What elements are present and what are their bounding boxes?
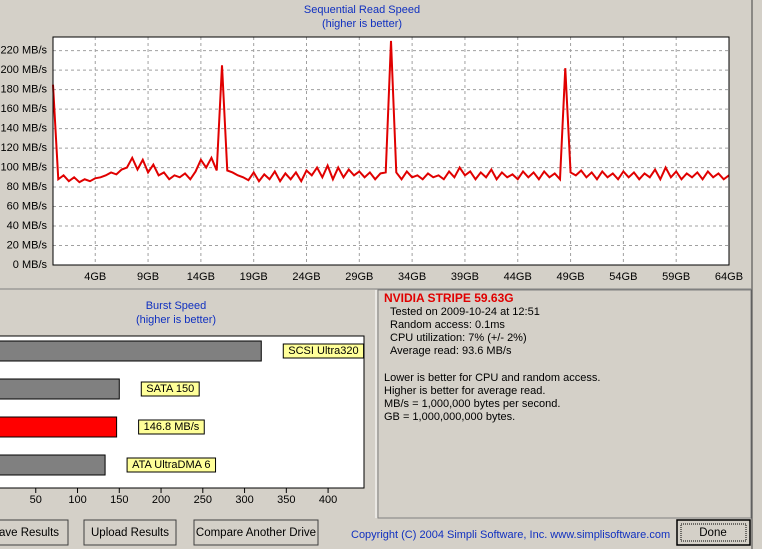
x-tick-label: 44GB	[504, 271, 532, 283]
focus-rect[interactable]	[680, 523, 747, 542]
note-line: GB = 1,000,000,000 bytes.	[384, 411, 515, 423]
y-tick-label: 120 MB/s	[1, 142, 48, 154]
note-line: Higher is better for average read.	[384, 385, 545, 397]
plot-frame	[52, 36, 730, 266]
x-tick-label: 19GB	[240, 271, 268, 283]
y-tick-label: 60 MB/s	[7, 200, 48, 212]
copyright: Copyright (C) 2004 Simpli Software, Inc.…	[351, 529, 670, 541]
y-tick-label: 220 MB/s	[1, 45, 48, 57]
x-tick-label: 350	[277, 494, 295, 506]
button-label[interactable]: Upload Results	[91, 527, 169, 539]
x-tick-label: 150	[110, 494, 128, 506]
x-tick-label: 14GB	[187, 271, 215, 283]
button-label[interactable]: ave Results	[0, 527, 59, 539]
bar-label: 146.8 MB/s	[144, 421, 200, 433]
detail-line: CPU utilization: 7% (+/- 2%)	[390, 332, 527, 344]
y-tick-label: 180 MB/s	[1, 84, 48, 96]
y-tick-label: 80 MB/s	[7, 181, 48, 193]
bar-label: SATA 150	[146, 383, 194, 395]
compare-button[interactable]: Compare Another Drive	[193, 519, 319, 546]
button-label[interactable]: Done	[699, 527, 727, 539]
x-tick-label: 200	[152, 494, 170, 506]
chart-subtitle: (higher is better)	[322, 18, 402, 30]
bar-label: SCSI Ultra320	[288, 345, 358, 357]
note-line: Lower is better for CPU and random acces…	[384, 372, 600, 384]
y-tick-label: 40 MB/s	[7, 220, 48, 232]
drive-title: NVIDIA STRIPE 59.63G	[384, 291, 514, 305]
detail-line: Tested on 2009-10-24 at 12:51	[390, 306, 540, 318]
bar-label: ATA UltraDMA 6	[132, 459, 210, 471]
save-button[interactable]: ave Results	[0, 519, 69, 546]
done-button[interactable]: Done	[676, 519, 751, 546]
x-tick-label: 29GB	[345, 271, 373, 283]
bar	[0, 378, 120, 400]
note-line: MB/s = 1,000,000 bytes per second.	[384, 398, 560, 410]
bar	[0, 416, 118, 438]
y-tick-label: 20 MB/s	[7, 239, 48, 251]
bar-label-box	[140, 381, 200, 397]
x-tick-label: 100	[68, 494, 86, 506]
y-tick-label: 140 MB/s	[1, 122, 48, 134]
x-tick-label: 39GB	[451, 271, 479, 283]
chart-title: Sequential Read Speed	[304, 4, 420, 16]
x-tick-label: 64GB	[715, 271, 743, 283]
chart-title: Burst Speed	[146, 300, 207, 312]
button-label[interactable]: Compare Another Drive	[196, 527, 316, 539]
x-tick-label: 24GB	[292, 271, 320, 283]
x-tick-label: 400	[319, 494, 337, 506]
button-face[interactable]	[0, 519, 69, 546]
button-face[interactable]	[83, 519, 177, 546]
bar	[0, 454, 106, 476]
bar-label-box	[138, 419, 205, 435]
bar-label-box	[126, 457, 217, 473]
info-panel	[377, 289, 752, 519]
detail-line: Random access: 0.1ms	[390, 319, 505, 331]
x-tick-label: 9GB	[137, 271, 159, 283]
line-series	[52, 40, 730, 184]
x-tick-label: 34GB	[398, 271, 426, 283]
x-tick-label: 59GB	[662, 271, 690, 283]
y-tick-label: 100 MB/s	[1, 161, 48, 173]
x-tick-label: 50	[30, 494, 42, 506]
bar-label-box	[282, 343, 365, 359]
x-tick-label: 4GB	[84, 271, 106, 283]
y-tick-label: 160 MB/s	[1, 103, 48, 115]
y-tick-label: 200 MB/s	[1, 64, 48, 76]
line-plot-area	[52, 36, 730, 266]
button-face[interactable]	[193, 519, 319, 546]
x-tick-label: 49GB	[556, 271, 584, 283]
upload-button[interactable]: Upload Results	[83, 519, 177, 546]
x-tick-label: 54GB	[609, 271, 637, 283]
chart-subtitle: (higher is better)	[136, 314, 216, 326]
x-tick-label: 250	[194, 494, 212, 506]
detail-line: Average read: 93.6 MB/s	[390, 345, 512, 357]
bar	[0, 340, 262, 362]
y-tick-label: 0 MB/s	[13, 259, 48, 271]
x-tick-label: 300	[235, 494, 253, 506]
